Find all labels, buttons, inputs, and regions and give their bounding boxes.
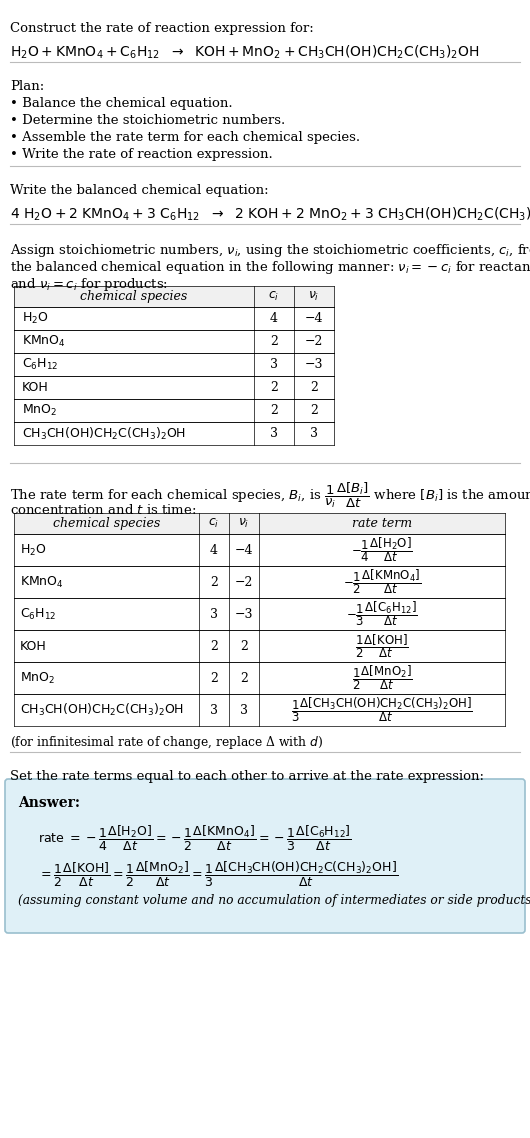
Text: $\nu_i$: $\nu_i$	[308, 290, 320, 303]
Text: the balanced chemical equation in the following manner: $\nu_i = -c_i$ for react: the balanced chemical equation in the fo…	[10, 259, 530, 277]
Text: $\dfrac{1}{2}\dfrac{\Delta[\mathrm{MnO_2}]}{\Delta t}$: $\dfrac{1}{2}\dfrac{\Delta[\mathrm{MnO_2…	[351, 663, 412, 692]
Text: 3: 3	[270, 358, 278, 371]
Text: $\dfrac{1}{3}\dfrac{\Delta[\mathrm{CH_3CH(OH)CH_2C(CH_3)_2OH}]}{\Delta t}$: $\dfrac{1}{3}\dfrac{\Delta[\mathrm{CH_3C…	[291, 695, 473, 725]
Text: and $\nu_i = c_i$ for products:: and $\nu_i = c_i$ for products:	[10, 277, 168, 292]
Text: 2: 2	[310, 404, 318, 417]
Text: $\nu_i$: $\nu_i$	[238, 517, 250, 530]
Bar	[14, 566, 505, 597]
Text: chemical species: chemical species	[53, 517, 160, 530]
Bar	[14, 399, 334, 422]
Text: $-\dfrac{1}{2}\dfrac{\Delta[\mathrm{KMnO_4}]}{\Delta t}$: $-\dfrac{1}{2}\dfrac{\Delta[\mathrm{KMnO…	[343, 568, 421, 596]
Text: rate $= -\dfrac{1}{4}\dfrac{\Delta[\mathrm{H_2O}]}{\Delta t} = -\dfrac{1}{2}\dfr: rate $= -\dfrac{1}{4}\dfrac{\Delta[\math…	[38, 824, 352, 854]
Text: 2: 2	[210, 576, 218, 588]
Bar	[14, 630, 505, 662]
Bar	[14, 353, 334, 376]
Text: 3: 3	[210, 608, 218, 620]
Text: Assign stoichiometric numbers, $\nu_i$, using the stoichiometric coefficients, $: Assign stoichiometric numbers, $\nu_i$, …	[10, 242, 530, 259]
Text: −4: −4	[235, 544, 253, 556]
Text: $\mathrm{MnO_2}$: $\mathrm{MnO_2}$	[20, 670, 55, 685]
Text: −2: −2	[305, 335, 323, 348]
Text: $-\dfrac{1}{3}\dfrac{\Delta[\mathrm{C_6H_{12}}]}{\Delta t}$: $-\dfrac{1}{3}\dfrac{\Delta[\mathrm{C_6H…	[346, 600, 418, 628]
FancyBboxPatch shape	[5, 780, 525, 933]
Text: Answer:: Answer:	[18, 795, 80, 810]
Text: −3: −3	[235, 608, 253, 620]
Text: • Assemble the rate term for each chemical species.: • Assemble the rate term for each chemic…	[10, 131, 360, 145]
Text: $\mathrm{H_2O}$: $\mathrm{H_2O}$	[20, 543, 47, 558]
Text: • Balance the chemical equation.: • Balance the chemical equation.	[10, 97, 233, 110]
Text: $\mathrm{H_2O}$: $\mathrm{H_2O}$	[22, 311, 49, 327]
Text: 3: 3	[240, 703, 248, 717]
Text: rate term: rate term	[352, 517, 412, 530]
Text: −4: −4	[305, 312, 323, 325]
Text: (assuming constant volume and no accumulation of intermediates or side products): (assuming constant volume and no accumul…	[18, 894, 530, 907]
Text: 2: 2	[240, 671, 248, 684]
Text: $\mathrm{CH_3CH(OH)CH_2C(CH_3)_2OH}$: $\mathrm{CH_3CH(OH)CH_2C(CH_3)_2OH}$	[22, 426, 186, 442]
Bar	[14, 662, 505, 694]
Text: 2: 2	[310, 381, 318, 394]
Text: • Write the rate of reaction expression.: • Write the rate of reaction expression.	[10, 148, 273, 160]
Text: $\mathrm{KMnO_4}$: $\mathrm{KMnO_4}$	[20, 575, 64, 589]
Text: chemical species: chemical species	[81, 290, 188, 303]
Text: $c_i$: $c_i$	[268, 290, 280, 303]
Text: 2: 2	[270, 404, 278, 417]
Text: 4: 4	[210, 544, 218, 556]
Text: $\dfrac{1}{2}\dfrac{\Delta[\mathrm{KOH}]}{\Delta t}$: $\dfrac{1}{2}\dfrac{\Delta[\mathrm{KOH}]…	[355, 632, 409, 660]
Text: 2: 2	[210, 671, 218, 684]
Text: Write the balanced chemical equation:: Write the balanced chemical equation:	[10, 184, 269, 197]
Text: Set the rate terms equal to each other to arrive at the rate expression:: Set the rate terms equal to each other t…	[10, 770, 484, 783]
Bar	[14, 286, 334, 307]
Bar	[14, 534, 505, 566]
Text: 2: 2	[270, 381, 278, 394]
Bar	[14, 597, 505, 630]
Text: 2: 2	[210, 640, 218, 652]
Bar	[14, 376, 334, 399]
Bar	[14, 513, 505, 534]
Text: 3: 3	[210, 703, 218, 717]
Text: 2: 2	[270, 335, 278, 348]
Text: −2: −2	[235, 576, 253, 588]
Bar	[14, 422, 334, 445]
Bar	[14, 330, 334, 353]
Bar	[14, 694, 505, 726]
Text: $\mathrm{CH_3CH(OH)CH_2C(CH_3)_2OH}$: $\mathrm{CH_3CH(OH)CH_2C(CH_3)_2OH}$	[20, 702, 184, 718]
Text: • Determine the stoichiometric numbers.: • Determine the stoichiometric numbers.	[10, 114, 285, 127]
Bar	[14, 307, 334, 330]
Text: KOH: KOH	[22, 381, 49, 394]
Text: $\mathrm{4\ H_2O + 2\ KMnO_4 + 3\ C_6H_{12}\ \ \rightarrow\ \ 2\ KOH + 2\ MnO_2 : $\mathrm{4\ H_2O + 2\ KMnO_4 + 3\ C_6H_{…	[10, 206, 530, 223]
Text: $= \dfrac{1}{2}\dfrac{\Delta[\mathrm{KOH}]}{\Delta t} = \dfrac{1}{2}\dfrac{\Delt: $= \dfrac{1}{2}\dfrac{\Delta[\mathrm{KOH…	[38, 860, 398, 889]
Text: The rate term for each chemical species, $B_i$, is $\dfrac{1}{\nu_i}\dfrac{\Delt: The rate term for each chemical species,…	[10, 481, 530, 510]
Text: $\mathrm{KMnO_4}$: $\mathrm{KMnO_4}$	[22, 333, 66, 349]
Text: $\mathrm{H_2O + KMnO_4 + C_6H_{12}\ \ \rightarrow\ \ KOH + MnO_2 + CH_3CH(OH)CH_: $\mathrm{H_2O + KMnO_4 + C_6H_{12}\ \ \r…	[10, 44, 480, 61]
Text: 3: 3	[310, 427, 318, 440]
Text: 3: 3	[270, 427, 278, 440]
Text: KOH: KOH	[20, 640, 47, 652]
Text: concentration and $t$ is time:: concentration and $t$ is time:	[10, 503, 197, 517]
Text: $\mathrm{C_6H_{12}}$: $\mathrm{C_6H_{12}}$	[22, 357, 58, 372]
Text: Plan:: Plan:	[10, 80, 44, 93]
Text: −3: −3	[305, 358, 323, 371]
Text: $\mathrm{MnO_2}$: $\mathrm{MnO_2}$	[22, 403, 57, 418]
Text: 2: 2	[240, 640, 248, 652]
Text: $\mathrm{C_6H_{12}}$: $\mathrm{C_6H_{12}}$	[20, 607, 57, 621]
Text: $-\dfrac{1}{4}\dfrac{\Delta[\mathrm{H_2O}]}{\Delta t}$: $-\dfrac{1}{4}\dfrac{\Delta[\mathrm{H_2O…	[351, 536, 413, 564]
Text: Construct the rate of reaction expression for:: Construct the rate of reaction expressio…	[10, 22, 314, 35]
Text: (for infinitesimal rate of change, replace Δ with $d$): (for infinitesimal rate of change, repla…	[10, 734, 323, 751]
Text: 4: 4	[270, 312, 278, 325]
Text: $c_i$: $c_i$	[208, 517, 219, 530]
